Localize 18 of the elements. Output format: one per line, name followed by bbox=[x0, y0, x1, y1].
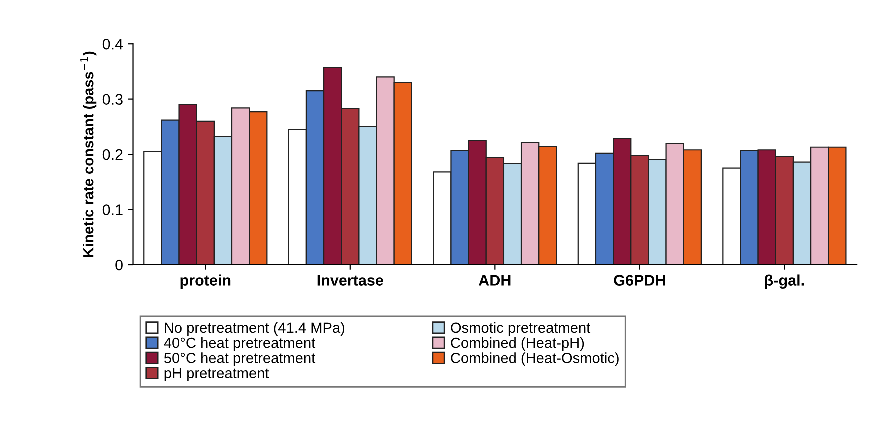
legend-label: Combined (Heat-Osmotic) bbox=[451, 352, 619, 366]
legend-label: pH pretreatment bbox=[164, 368, 270, 382]
x-tick-label: ADH bbox=[478, 275, 511, 286]
y-tick-label: 0.2 bbox=[102, 149, 123, 160]
x-tick-label: Invertase bbox=[318, 275, 384, 286]
y-tick-label: 0.4 bbox=[102, 38, 124, 50]
y-tick-label: 0 bbox=[116, 260, 123, 271]
y-tick-label: 0.1 bbox=[102, 204, 123, 216]
legend-label: Combined (Heat-pH) bbox=[451, 338, 584, 352]
x-tick-label: protein bbox=[180, 274, 231, 289]
legend-label: Osmotic pretreatment bbox=[451, 322, 591, 336]
x-tick-label: G6PDH bbox=[614, 275, 666, 286]
y-tick-label: 0.3 bbox=[102, 94, 123, 106]
legend-label: 40°C heat pretreatment bbox=[164, 338, 316, 352]
x-tick-label: β-gal. bbox=[765, 274, 804, 290]
legend-label: No pretreatment (41.4 MPa) bbox=[165, 322, 345, 336]
legend-label: 50°C heat pretreatment bbox=[164, 352, 316, 366]
y-axis-title: Kinetic rate constant (pass$^{−1}$) bbox=[80, 52, 97, 258]
